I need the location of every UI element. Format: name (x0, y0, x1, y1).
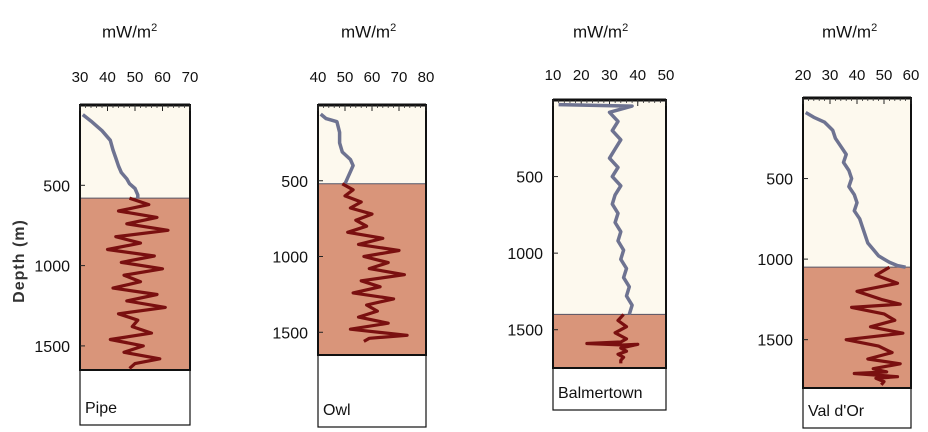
x-tick-label-balmertown-40: 40 (629, 67, 646, 84)
y-tick-label-balmertown-1500: 1500 (507, 323, 543, 340)
upper-layer-pipe (80, 105, 190, 199)
x-tick-label-valdor-40: 40 (849, 67, 866, 84)
x-tick-label-owl-40: 40 (310, 69, 327, 86)
x-tick-label-owl-50: 50 (337, 69, 354, 86)
y-tick-label-owl-1000: 1000 (272, 250, 308, 267)
x-tick-label-valdor-30: 30 (822, 67, 839, 84)
site-label-pipe: Pipe (85, 400, 117, 417)
y-tick-label-valdor-500: 500 (766, 172, 793, 189)
lower-series-line-pipe (105, 196, 170, 370)
lower-series-line-balmertown (585, 313, 640, 364)
upper-layer-valdor (803, 98, 911, 268)
x-tick-label-owl-60: 60 (364, 69, 381, 86)
x-tick-label-owl-80: 80 (418, 69, 435, 86)
x-tick-label-balmertown-10: 10 (545, 67, 562, 84)
upper-series-line-valdor (804, 110, 906, 269)
site-label-box-pipe (79, 369, 191, 426)
x-tick-label-balmertown-20: 20 (573, 67, 590, 84)
y-axis-label: Depth (m) (10, 219, 28, 303)
y-tick-label-valdor-1000: 1000 (757, 252, 793, 269)
y-tick-label-owl-1500: 1500 (272, 325, 308, 342)
x-tick-label-pipe-40: 40 (99, 69, 116, 86)
x-tick-label-balmertown-50: 50 (658, 67, 675, 84)
y-tick-label-valdor-1500: 1500 (757, 333, 793, 350)
site-label-valdor: Val d'Or (808, 403, 865, 420)
x-tick-label-pipe-70: 70 (182, 69, 199, 86)
x-tick-label-balmertown-30: 30 (601, 67, 618, 84)
site-label-box-valdor (802, 387, 912, 429)
lower-series-line-owl (341, 182, 409, 343)
upper-series-line-pipe (81, 113, 140, 199)
y-tick-label-pipe-1000: 1000 (34, 259, 70, 276)
y-tick-label-balmertown-500: 500 (516, 170, 543, 187)
site-label-owl: Owl (323, 402, 351, 419)
x-tick-label-pipe-60: 60 (154, 69, 171, 86)
site-label-box-owl (317, 354, 427, 428)
y-tick-label-balmertown-1000: 1000 (507, 246, 543, 263)
upper-layer-owl (318, 105, 426, 184)
upper-layer-balmertown (553, 100, 666, 315)
upper-series-line-balmertown (558, 102, 634, 315)
x-tick-label-valdor-60: 60 (903, 67, 920, 84)
unit-label-owl: mW/m2 (341, 22, 397, 42)
unit-label-pipe: mW/m2 (102, 22, 158, 42)
x-tick-label-valdor-20: 20 (795, 67, 812, 84)
lower-layer-valdor (803, 267, 911, 388)
x-tick-label-owl-70: 70 (391, 69, 408, 86)
unit-label-balmertown: mW/m2 (573, 22, 629, 42)
unit-label-valdor: mW/m2 (822, 22, 878, 42)
site-label-box-balmertown (552, 367, 667, 411)
lower-series-line-valdor (844, 265, 905, 386)
site-label-balmertown: Balmertown (558, 385, 642, 402)
y-tick-label-pipe-1500: 1500 (34, 339, 70, 356)
x-tick-label-valdor-50: 50 (876, 67, 893, 84)
y-tick-label-owl-500: 500 (281, 174, 308, 191)
upper-series-line-owl (319, 112, 355, 185)
x-tick-label-pipe-50: 50 (127, 69, 144, 86)
y-tick-label-pipe-500: 500 (43, 178, 70, 195)
x-tick-label-pipe-30: 30 (72, 69, 89, 86)
